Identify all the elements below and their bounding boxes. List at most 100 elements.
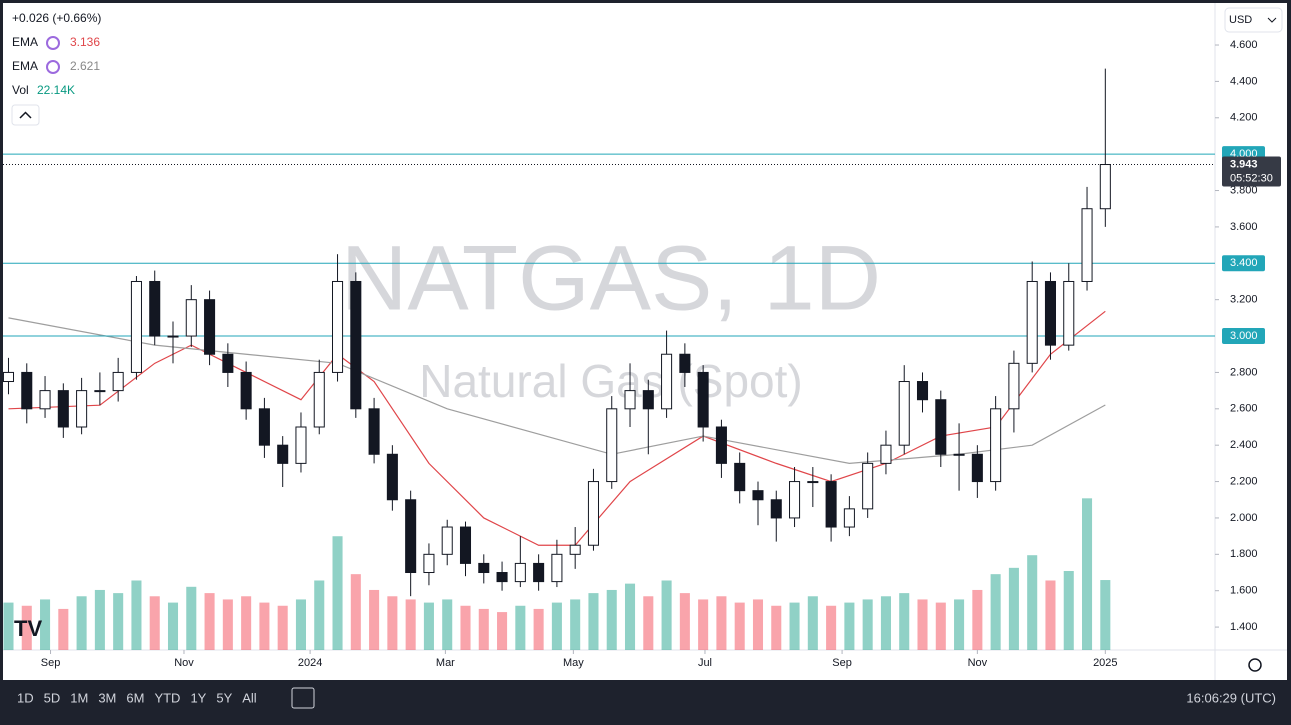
range-button[interactable]: 1Y bbox=[190, 690, 206, 705]
y-tick-label: 1.600 bbox=[1230, 585, 1258, 597]
toolbar bbox=[3, 680, 1287, 718]
volume-bar bbox=[588, 593, 599, 650]
ema-icon[interactable] bbox=[46, 36, 60, 50]
volume-value: 22.14K bbox=[37, 83, 75, 97]
last-price-tag bbox=[1222, 156, 1281, 187]
candle-body bbox=[679, 353, 691, 373]
volume-bar bbox=[661, 580, 672, 650]
volume-bar bbox=[222, 599, 233, 650]
volume-bar bbox=[369, 589, 380, 650]
range-button[interactable]: All bbox=[242, 690, 257, 705]
volume-bar bbox=[167, 602, 179, 650]
candle-body bbox=[386, 453, 398, 501]
y-tick-label: 4.200 bbox=[1230, 112, 1258, 124]
candle-body bbox=[569, 544, 581, 555]
level-tag-label: 3.000 bbox=[1230, 330, 1258, 342]
volume-bar bbox=[442, 599, 453, 650]
candle-body bbox=[478, 562, 490, 574]
volume-bar bbox=[1027, 555, 1038, 650]
x-tick-label: 2025 bbox=[1093, 657, 1117, 669]
candle-body bbox=[94, 390, 106, 393]
change-label: +0.026 (+0.66%) bbox=[12, 11, 101, 25]
ema-name: EMA bbox=[12, 35, 38, 49]
collapse-button[interactable] bbox=[11, 104, 40, 126]
chart-panel bbox=[3, 3, 1287, 680]
volume-bar bbox=[387, 596, 398, 650]
candle-body bbox=[715, 426, 727, 464]
currency-button[interactable] bbox=[1224, 7, 1283, 33]
volume-bar bbox=[113, 593, 124, 650]
volume-bar bbox=[478, 608, 489, 650]
range-button[interactable]: 1M bbox=[70, 690, 88, 705]
x-tick-label: Sep bbox=[832, 657, 852, 669]
candle-body bbox=[770, 499, 782, 519]
candle-body bbox=[862, 462, 874, 510]
ema-name: EMA bbox=[12, 59, 38, 73]
level-tag-label: 3.400 bbox=[1230, 257, 1258, 269]
range-button[interactable]: YTD bbox=[154, 690, 180, 705]
volume-bar bbox=[21, 605, 32, 650]
y-tick-label: 2.800 bbox=[1230, 366, 1258, 378]
candle-body bbox=[1063, 280, 1075, 346]
candle-body bbox=[990, 408, 1002, 483]
volume-bar bbox=[405, 599, 416, 650]
volume-bar bbox=[917, 599, 928, 650]
collapse-icon bbox=[19, 111, 32, 119]
candle-body bbox=[916, 381, 929, 401]
volume-bar bbox=[551, 602, 562, 650]
volume-bar bbox=[734, 602, 745, 650]
x-tick-label: Mar bbox=[436, 657, 455, 669]
x-tick-label: Jul bbox=[698, 657, 712, 669]
plot-area bbox=[3, 68, 1215, 650]
volume-bar bbox=[1100, 580, 1111, 650]
candle-body bbox=[185, 299, 197, 337]
candle-body bbox=[880, 444, 892, 464]
candle-body bbox=[898, 381, 910, 446]
volume-bar bbox=[570, 599, 581, 650]
candle-body bbox=[1099, 164, 1111, 210]
y-tick-label: 2.600 bbox=[1230, 403, 1258, 415]
candle-body bbox=[1081, 208, 1093, 282]
x-tick-label: 2024 bbox=[298, 657, 322, 669]
candle-body bbox=[459, 526, 472, 564]
x-tick-label: Nov bbox=[968, 657, 988, 669]
y-tick-label: 3.800 bbox=[1230, 184, 1258, 196]
candle-body bbox=[496, 572, 508, 583]
candle-body bbox=[642, 390, 654, 410]
range-button[interactable]: 6M bbox=[126, 690, 144, 705]
candle-body bbox=[350, 280, 362, 410]
candle-body bbox=[441, 526, 453, 555]
volume-bar bbox=[624, 583, 636, 650]
volume-bar bbox=[533, 608, 544, 650]
level-tag bbox=[1222, 255, 1265, 272]
candle-body bbox=[423, 553, 435, 574]
settings-icon[interactable] bbox=[1248, 658, 1262, 672]
volume-bar bbox=[880, 596, 891, 650]
candle-body bbox=[204, 299, 216, 355]
range-button[interactable]: 3M bbox=[98, 690, 116, 705]
date-range-icon[interactable] bbox=[291, 687, 315, 709]
volume-bar bbox=[58, 608, 69, 650]
candle-body bbox=[514, 562, 526, 583]
currency-caret bbox=[1267, 17, 1277, 23]
ema-icon[interactable] bbox=[46, 60, 60, 74]
volume-bar bbox=[350, 574, 361, 650]
volume-bar bbox=[314, 580, 325, 650]
y-tick-label: 1.400 bbox=[1230, 621, 1258, 633]
x-tick-label: May bbox=[563, 657, 584, 669]
candle-body bbox=[112, 371, 124, 392]
range-buttons: 1D 5D 1M 3M 6M YTD 1Y 5Y All bbox=[17, 690, 257, 705]
volume-bar bbox=[789, 602, 800, 650]
candle-body bbox=[405, 499, 417, 574]
range-button[interactable]: 1D bbox=[17, 690, 34, 705]
volume-bar bbox=[862, 599, 873, 650]
candle-body bbox=[222, 353, 234, 373]
volume-bar bbox=[954, 599, 965, 650]
range-button[interactable]: 5Y bbox=[216, 690, 232, 705]
candle-body bbox=[332, 280, 344, 373]
candle-body bbox=[807, 481, 819, 484]
x-tick-label: Nov bbox=[174, 657, 194, 669]
axes: 1.400 1.600 1.800 2.000 2.200 2.400 2.600 2.800… bbox=[41, 39, 1281, 669]
volume-bar bbox=[76, 596, 87, 650]
range-button[interactable]: 5D bbox=[44, 690, 61, 705]
